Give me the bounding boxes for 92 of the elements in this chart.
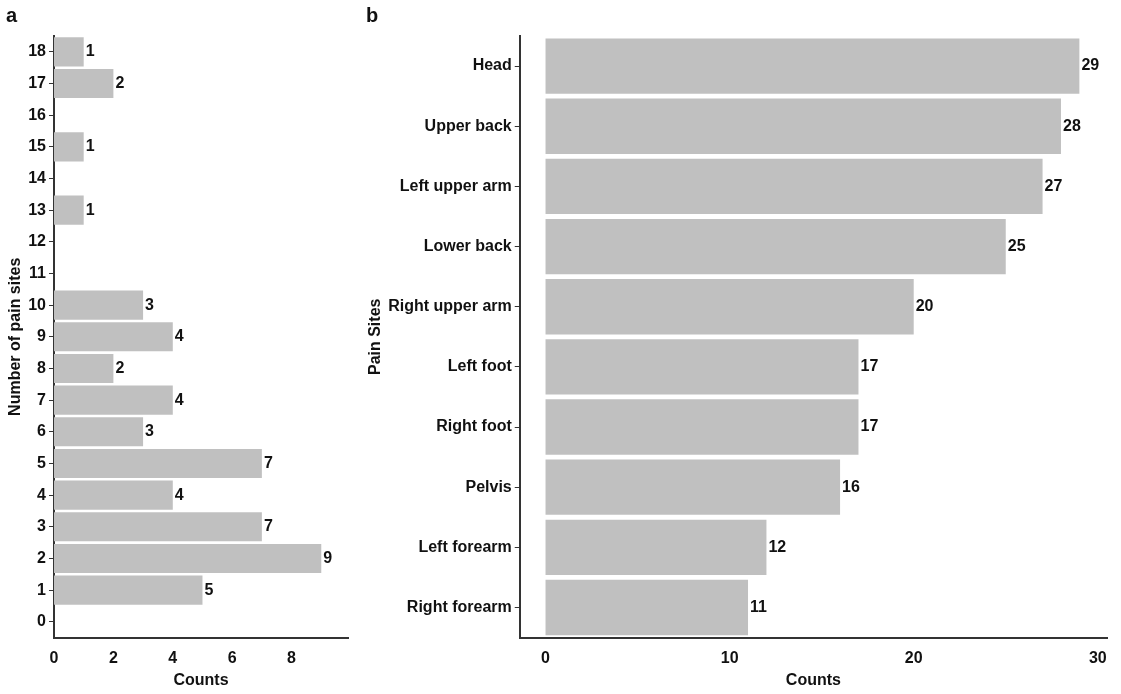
- y-tick-label: Left forearm: [418, 537, 512, 555]
- y-tick-label: 0: [37, 612, 47, 630]
- x-tick-label: 6: [227, 648, 237, 666]
- data-label: 1: [85, 42, 95, 60]
- bar: [545, 218, 1006, 275]
- bar: [54, 448, 262, 479]
- x-tick-label: 4: [168, 648, 178, 666]
- data-label: 3: [145, 295, 155, 313]
- data-label: 17: [860, 417, 879, 435]
- data-label: 29: [1081, 56, 1100, 74]
- data-label: 2: [115, 358, 125, 376]
- y-tick-label: 13: [28, 200, 47, 218]
- data-label: 27: [1044, 176, 1063, 194]
- y-tick-label: Pelvis: [465, 477, 512, 495]
- data-label: 11: [750, 597, 768, 615]
- bar: [54, 37, 84, 67]
- data-label: 17: [860, 357, 879, 375]
- bar: [545, 339, 859, 395]
- y-tick-label: 2: [37, 548, 47, 566]
- y-tick-label: 8: [37, 358, 47, 376]
- x-axis-title: Counts: [785, 670, 842, 688]
- chart-title: a: [6, 3, 18, 26]
- y-tick-label: 6: [37, 422, 47, 440]
- data-label: 4: [174, 485, 184, 503]
- bar: [545, 158, 1043, 215]
- x-tick-label: 30: [1088, 648, 1107, 666]
- y-tick-label: 9: [37, 327, 47, 345]
- data-label: 2: [115, 73, 125, 91]
- x-axis-title: Counts: [173, 670, 229, 688]
- bar: [54, 132, 84, 162]
- data-label: 7: [263, 453, 273, 471]
- y-tick-label: 15: [28, 137, 47, 155]
- y-tick-label: Right forearm: [406, 597, 512, 615]
- y-tick-label: 10: [28, 295, 47, 313]
- bar: [545, 279, 914, 335]
- y-tick-label: Right upper arm: [388, 297, 512, 315]
- bar: [54, 512, 262, 542]
- chart-title: b: [366, 3, 379, 26]
- bar: [54, 290, 144, 320]
- y-axis-title: Number of pain sites: [6, 257, 24, 416]
- bar: [545, 579, 749, 636]
- bar: [54, 385, 173, 415]
- x-tick-label: 0: [541, 648, 551, 666]
- bar: [54, 543, 322, 574]
- data-label: 12: [768, 537, 787, 555]
- y-tick-label: 7: [37, 390, 47, 408]
- data-label: 1: [85, 200, 95, 218]
- bar: [545, 519, 767, 576]
- y-tick-label: 18: [28, 42, 47, 60]
- y-tick-label: Lower back: [423, 236, 512, 254]
- y-tick-label: Left foot: [447, 357, 513, 375]
- data-label: 1: [85, 137, 95, 155]
- y-tick-label: 17: [28, 73, 47, 91]
- bar: [54, 575, 203, 605]
- y-tick-label: 4: [37, 485, 47, 503]
- y-tick-label: 5: [37, 453, 47, 471]
- y-tick-label: 12: [28, 232, 47, 250]
- bar: [545, 399, 859, 455]
- x-tick-label: 10: [720, 648, 739, 666]
- data-label: 4: [174, 390, 184, 408]
- bar: [545, 98, 1061, 154]
- y-tick-label: Left upper arm: [399, 176, 512, 194]
- y-tick-label: 14: [28, 168, 47, 186]
- data-label: 4: [174, 327, 184, 345]
- bar: [54, 322, 173, 352]
- bar: [54, 68, 114, 99]
- data-label: 7: [263, 517, 273, 535]
- bar: [545, 38, 1080, 94]
- x-tick-label: 2: [108, 648, 118, 666]
- data-label: 25: [1007, 236, 1026, 254]
- y-tick-label: Right foot: [436, 417, 513, 435]
- bar: [54, 417, 144, 447]
- bar: [54, 480, 173, 510]
- bar: [54, 195, 84, 225]
- bar: [545, 459, 841, 515]
- data-label: 28: [1062, 116, 1081, 134]
- data-label: 9: [323, 548, 333, 566]
- x-tick-label: 0: [49, 648, 59, 666]
- data-label: 5: [204, 580, 214, 598]
- data-label: 16: [842, 477, 860, 495]
- y-axis-title: Pain Sites: [366, 298, 384, 376]
- x-tick-label: 8: [287, 648, 297, 666]
- y-tick-label: Head: [472, 56, 512, 74]
- data-label: 20: [915, 297, 934, 315]
- y-tick-label: 1: [37, 580, 47, 598]
- y-tick-label: Upper back: [424, 116, 512, 134]
- y-tick-label: 11: [29, 263, 47, 281]
- y-tick-label: 16: [28, 105, 47, 123]
- x-tick-label: 20: [904, 648, 923, 666]
- y-tick-label: 3: [37, 517, 47, 535]
- bar: [54, 353, 114, 384]
- data-label: 3: [145, 422, 155, 440]
